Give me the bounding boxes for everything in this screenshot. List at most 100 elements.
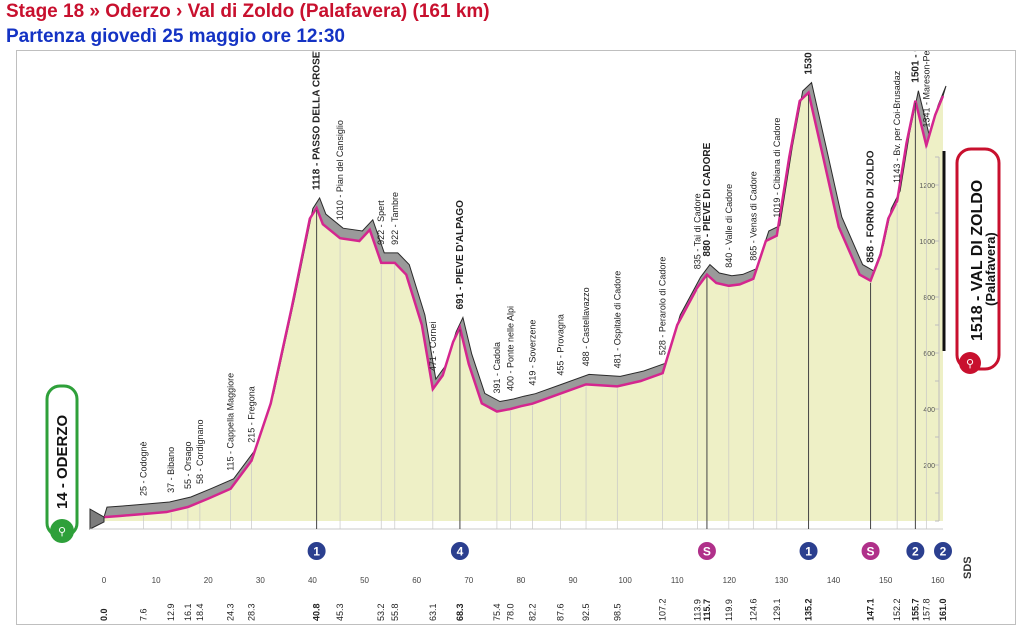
- place-label: 528 - Perarolo di Cadore: [658, 257, 668, 356]
- km-position-label: 107.2: [658, 598, 668, 621]
- sprint-marker-label: S: [703, 545, 711, 559]
- profile-line: [103, 90, 945, 519]
- place-label: 471 - Cornei: [428, 322, 438, 372]
- km-position-label: 115.7: [702, 599, 712, 621]
- km-tick-label: 20: [204, 576, 213, 585]
- gpm-marker: [797, 540, 820, 562]
- place-label: 115 - Cappella Maggiore: [226, 373, 236, 471]
- gpm-marker: [932, 540, 954, 562]
- finish-sublabel: (Palafavera): [983, 232, 998, 306]
- km-position-label: 92.5: [581, 603, 591, 621]
- km-tick-label: 90: [569, 576, 578, 585]
- start-bike-badge: [50, 519, 74, 543]
- km-tick-label: 150: [879, 576, 893, 585]
- place-label: 391 - Cadola: [492, 342, 502, 394]
- km-position-label: 55.8: [390, 603, 400, 621]
- gpm-marker-label: 1: [805, 545, 812, 559]
- brand-logo: SDS: [962, 556, 974, 579]
- place-label-major: 1530 - FORCELLA CIBIANA: [804, 51, 815, 75]
- altitude-tick-label: 200: [923, 463, 935, 470]
- km-position-label: 40.8: [312, 603, 322, 621]
- gpm-marker: [305, 540, 328, 562]
- km-tick-label: 160: [931, 576, 945, 585]
- km-position-label: 82.2: [527, 603, 537, 621]
- start-label: 14 - ODERZO: [54, 414, 71, 509]
- km-position-label: 45.3: [335, 603, 345, 621]
- stage-subtitle: Partenza giovedì 25 maggio ore 12:30: [6, 26, 345, 47]
- km-position-label: 18.4: [195, 603, 205, 621]
- place-label: 400 - Ponte nelle Alpi: [505, 306, 515, 391]
- km-position-label: 113.9: [693, 599, 703, 621]
- km-tick-label: 80: [516, 576, 525, 585]
- place-label: 1019 - Cibiana di Cadore: [772, 118, 782, 218]
- sprint-marker: [859, 540, 882, 562]
- place-label-major: 1118 - PASSO DELLA CROSETTA: [312, 51, 323, 190]
- km-position-label: 53.2: [376, 603, 386, 621]
- place-label: 37 - Bibano: [166, 447, 176, 493]
- km-tick-label: 40: [308, 576, 317, 585]
- km-position-label: 68.3: [455, 603, 465, 621]
- place-label: 55 - Orsago: [183, 441, 193, 489]
- km-position-label: 0.0: [99, 608, 109, 621]
- km-position-label: 147.1: [866, 598, 876, 621]
- place-label: 25 - Codognè: [139, 441, 149, 496]
- place-label: 835 - Tai di Cadore: [693, 193, 703, 269]
- km-tick-label: 50: [360, 576, 369, 585]
- place-label: 840 - Valle di Cadore: [724, 184, 734, 268]
- place-label-major: 691 - PIEVE D'ALPAGO: [455, 200, 466, 310]
- altitude-tick-label: 800: [923, 295, 935, 302]
- km-tick-label: 120: [723, 576, 737, 585]
- place-label: 455 - Provagna: [555, 314, 565, 376]
- profile-area: [104, 92, 943, 521]
- place-label: 481 - Ospitale di Cadore: [612, 271, 622, 369]
- km-position-label: 12.9: [166, 603, 176, 621]
- place-label: 58 - Cordignano: [195, 419, 205, 484]
- km-position-label: 155.7: [910, 598, 920, 621]
- stage-title: Stage 18 » Oderzo › Val di Zoldo (Palafa…: [6, 1, 490, 22]
- gpm-marker-label: 2: [912, 545, 919, 559]
- km-tick-label: 140: [827, 576, 841, 585]
- sprint-marker-label: S: [867, 545, 875, 559]
- sprint-marker: [695, 540, 718, 562]
- place-label: 922 - Spert: [376, 200, 386, 245]
- km-position-label: 16.1: [183, 603, 193, 621]
- place-label: 1341 - Mareson-Pecol: [921, 51, 931, 128]
- place-label: 1010 - Pian del Cansiglio: [335, 120, 345, 220]
- place-label: 1143 - Bv. per Coi-Brusadaz: [892, 70, 902, 183]
- km-tick-label: 10: [152, 576, 161, 585]
- gpm-marker: [904, 540, 927, 562]
- km-position-label: 129.1: [772, 598, 782, 621]
- gpm-marker-label: 1: [313, 545, 320, 559]
- km-position-label: 98.5: [612, 603, 622, 621]
- place-label: 419 - Soverzene: [527, 320, 537, 386]
- finish-bike-badge: [959, 352, 981, 374]
- place-label-major: 858 - FORNO DI ZOLDO: [866, 150, 877, 262]
- km-position-label: 161.0: [938, 598, 948, 621]
- km-tick-label: 60: [412, 576, 421, 585]
- finish-label: 1518 - VAL DI ZOLDO: [969, 180, 986, 341]
- gpm-marker-label: 4: [457, 545, 464, 559]
- altitude-tick-label: 1000: [919, 239, 935, 246]
- km-position-label: 78.0: [505, 603, 515, 621]
- place-label: 215 - Fregona: [246, 386, 256, 443]
- km-position-label: 63.1: [428, 603, 438, 621]
- km-tick-label: 0: [102, 576, 107, 585]
- bike-icon: ⚲: [966, 357, 974, 370]
- km-tick-label: 70: [464, 576, 473, 585]
- gpm-marker-label: 2: [940, 545, 947, 559]
- km-position-label: 152.2: [892, 598, 902, 621]
- place-label: 488 - Castellavazzo: [581, 287, 591, 366]
- km-position-label: 157.8: [921, 598, 931, 621]
- km-tick-label: 110: [671, 576, 684, 585]
- km-position-label: 135.2: [804, 598, 814, 621]
- km-position-label: 75.4: [492, 603, 502, 621]
- altitude-tick-label: 600: [923, 351, 935, 358]
- km-tick-label: 130: [775, 576, 789, 585]
- km-position-label: 24.3: [226, 603, 236, 621]
- gpm-marker: [448, 540, 471, 562]
- profile-base-wall: [89, 508, 105, 530]
- km-tick-label: 30: [256, 576, 265, 585]
- stage-profile-chart: 200 400 600 800 1000 1200 0 10 20 30 40 50 60 70 80 90 1…: [45, 51, 1001, 621]
- place-label-major: 880 - PIEVE DI CADORE: [702, 142, 713, 256]
- bike-icon: ⚲: [58, 525, 66, 538]
